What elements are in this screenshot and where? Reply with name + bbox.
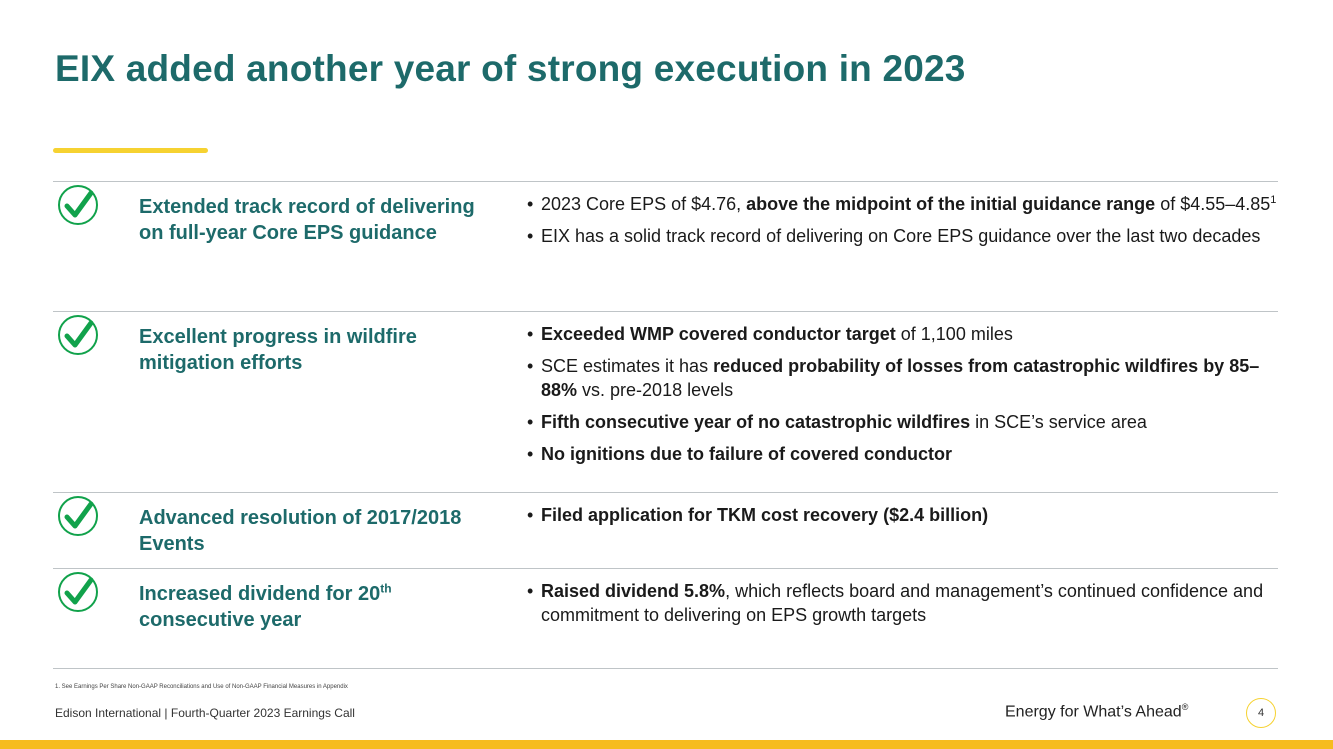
bullet-item: SCE estimates it has reduced probability…	[527, 354, 1287, 402]
bullet-item: 2023 Core EPS of $4.76, above the midpoi…	[527, 192, 1287, 216]
row-title: Advanced resolution of 2017/2018 Events	[139, 507, 462, 555]
bullet-list: Filed application for TKM cost recovery …	[527, 503, 1287, 535]
bullet-item: Filed application for TKM cost recovery …	[527, 503, 1287, 527]
checkmark-circle-icon	[58, 572, 98, 612]
page-number: 4	[1246, 698, 1276, 728]
bullet-item: EIX has a solid track record of deliveri…	[527, 224, 1287, 248]
footnote-ref: 1	[1270, 194, 1277, 206]
footnote: 1. See Earnings Per Share Non-GAAP Recon…	[55, 684, 348, 690]
bottom-accent-bar	[0, 740, 1333, 749]
page-title: EIX added another year of strong executi…	[55, 48, 966, 89]
divider	[53, 668, 1278, 669]
title-underline	[53, 148, 208, 153]
checkmark-circle-icon	[58, 496, 98, 536]
bullet-list: Exceeded WMP covered conductor target of…	[527, 322, 1287, 474]
bullet-item: No ignitions due to failure of covered c…	[527, 442, 1287, 466]
row-title: Increased dividend for 20th consecutive …	[139, 581, 392, 631]
divider	[53, 311, 1278, 312]
divider	[53, 181, 1278, 182]
checkmark-circle-icon	[58, 185, 98, 225]
row-title: Extended track record of delivering on f…	[139, 196, 475, 244]
checkmark-circle-icon	[58, 315, 98, 355]
bullet-item: Raised dividend 5.8%, which reflects boa…	[527, 579, 1287, 627]
row-title: Excellent progress in wildfire mitigatio…	[139, 326, 417, 374]
divider	[53, 492, 1278, 493]
footer-tagline: Energy for What’s Ahead®	[1005, 702, 1189, 721]
bullet-item: Exceeded WMP covered conductor target of…	[527, 322, 1287, 346]
bullet-list: 2023 Core EPS of $4.76, above the midpoi…	[527, 192, 1287, 256]
bullet-item: Fifth consecutive year of no catastrophi…	[527, 410, 1287, 434]
footer-company-event: Edison International | Fourth-Quarter 20…	[55, 706, 355, 720]
divider	[53, 568, 1278, 569]
bullet-list: Raised dividend 5.8%, which reflects boa…	[527, 579, 1287, 635]
